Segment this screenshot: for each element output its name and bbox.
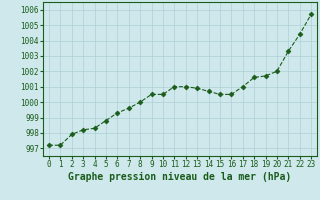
X-axis label: Graphe pression niveau de la mer (hPa): Graphe pression niveau de la mer (hPa)	[68, 172, 292, 182]
